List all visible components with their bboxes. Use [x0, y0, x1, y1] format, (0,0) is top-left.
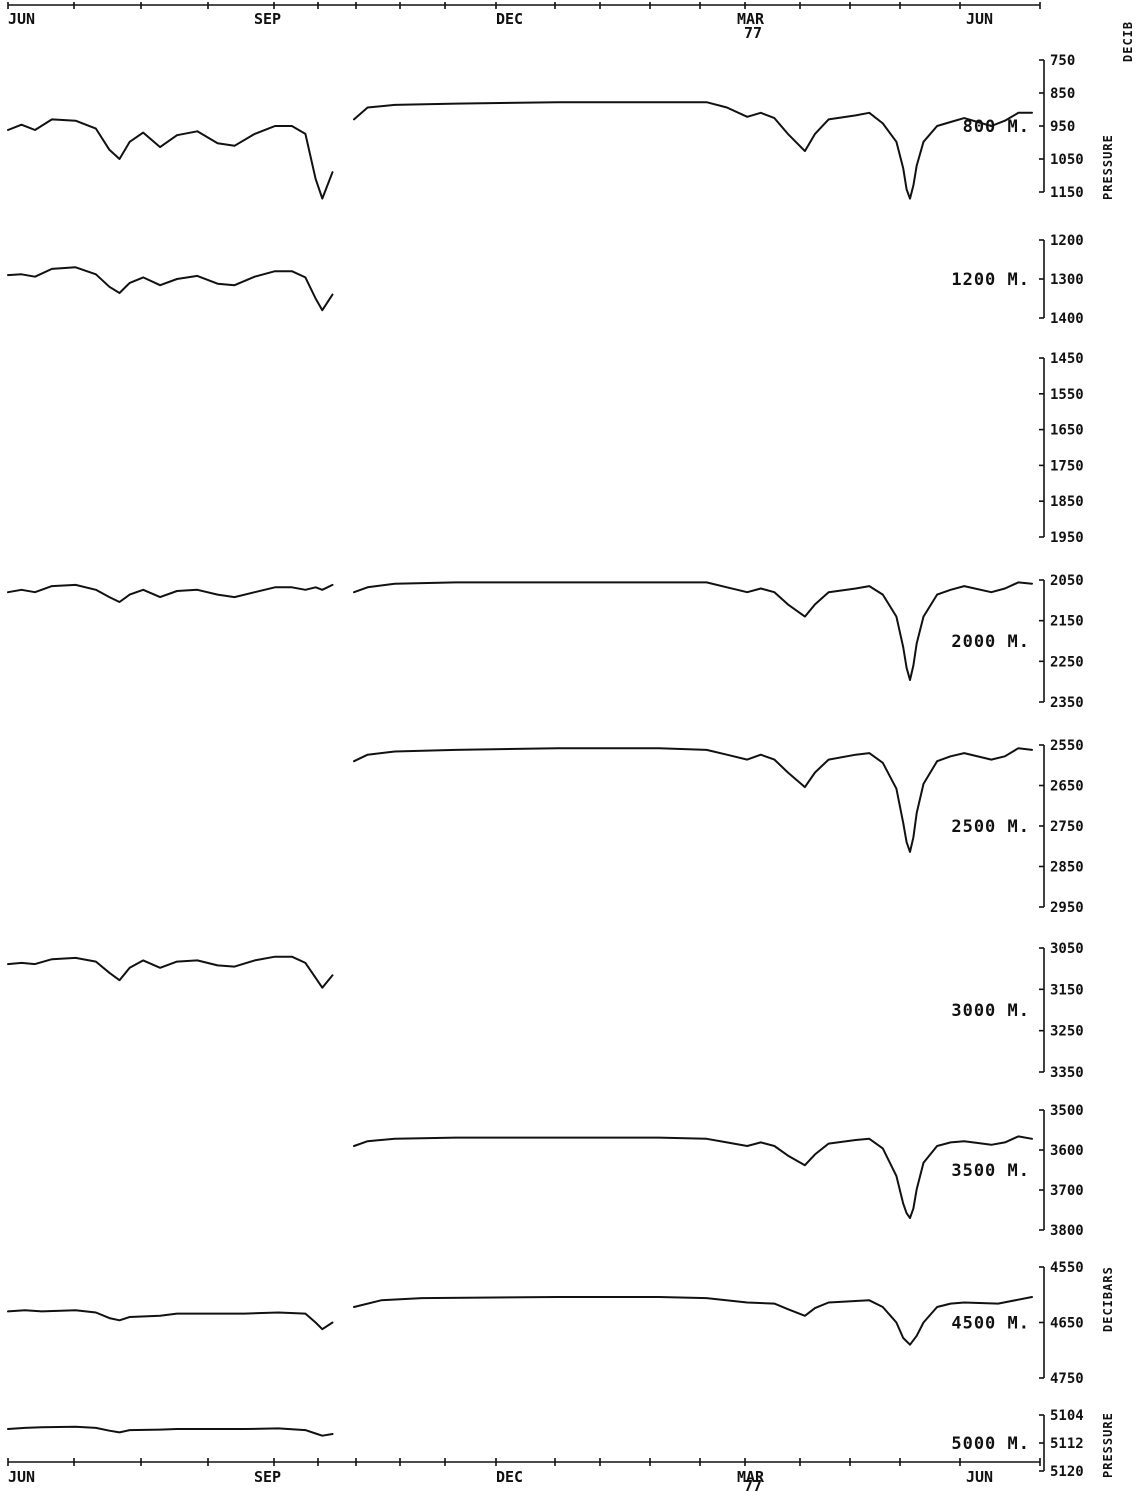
pressure-series-line: [7, 1425, 334, 1437]
month-label-top-jun-2: JUN: [966, 10, 993, 28]
pressure-tick-label: 3350: [1050, 1065, 1084, 1081]
pressure-tick-label: 1200: [1050, 233, 1084, 249]
depth-label: 4500 M.: [951, 1314, 1030, 1334]
pressure-series-line: [7, 118, 334, 200]
pressure-tick-label: 1550: [1050, 387, 1084, 403]
side-label-pressure-upper: PRESSURE: [1101, 134, 1115, 200]
depth-label: 2000 M.: [951, 632, 1030, 652]
depth-panel: 3050 3150 3250 3350 3000 M.: [7, 941, 1084, 1081]
pressure-tick-label: 3250: [1050, 1024, 1084, 1040]
month-label-bottom-dec: DEC: [496, 1468, 523, 1486]
pressure-tick-label: 2350: [1050, 695, 1084, 711]
pressure-series-line: [353, 581, 1033, 681]
depth-label: 5000 M.: [951, 1434, 1030, 1454]
pressure-tick-label: 1950: [1050, 530, 1084, 546]
bottom-time-axis: [7, 1458, 1041, 1466]
month-label-top-dec: DEC: [496, 10, 523, 28]
depth-panel: 1450 1550 1650 1750 1850 1950: [1039, 351, 1084, 546]
pressure-tick-label: 750: [1050, 53, 1075, 69]
pressure-tick-label: 3050: [1050, 941, 1084, 957]
pressure-tick-label: 5120: [1050, 1464, 1084, 1480]
month-label-top-mar: MAR: [737, 10, 765, 28]
pressure-tick-label: 3150: [1050, 982, 1084, 998]
depth-panel: 2050 2150 2250 2350 2000 M.: [7, 573, 1084, 711]
depth-label: 2500 M.: [951, 817, 1030, 837]
pressure-tick-label: 1650: [1050, 423, 1084, 439]
depth-panel: 2550 2650 2750 2850 2950 2500 M.: [353, 738, 1084, 916]
pressure-tick-label: 1400: [1050, 311, 1084, 327]
month-label-bottom-mar: MAR: [737, 1468, 765, 1486]
pressure-tick-label: 1850: [1050, 494, 1084, 510]
pressure-tick-label: 4750: [1050, 1371, 1084, 1387]
pressure-series-line: [7, 583, 334, 603]
pressure-series-line: [353, 1296, 1033, 1346]
pressure-tick-label: 4550: [1050, 1260, 1084, 1276]
pressure-tick-label: 2750: [1050, 819, 1084, 835]
pressure-tick-label: 2150: [1050, 614, 1084, 630]
year-label-top: 77: [744, 24, 762, 42]
month-label-bottom-sep: SEP: [254, 1468, 281, 1486]
side-label-decib: DECIB: [1121, 21, 1135, 62]
year-label-bottom: 77: [744, 1477, 762, 1491]
depth-label: 3500 M.: [951, 1161, 1030, 1181]
pressure-tick-label: 3800: [1050, 1223, 1084, 1239]
pressure-tick-label: 2950: [1050, 900, 1084, 916]
pressure-tick-label: 3700: [1050, 1183, 1084, 1199]
month-label-bottom-jun: JUN: [8, 1468, 35, 1486]
pressure-tick-label: 2050: [1050, 573, 1084, 589]
pressure-tick-label: 1750: [1050, 458, 1084, 474]
pressure-tick-label: 5112: [1050, 1436, 1084, 1452]
pressure-series-line: [353, 747, 1033, 853]
depth-panel: 3500 3600 3700 3800 3500 M.: [353, 1103, 1084, 1239]
depth-panel: 4550 4650 4750 4500 M.: [7, 1260, 1084, 1387]
depth-panel: 5104 5112 5120 5000 M.: [7, 1408, 1084, 1480]
pressure-series-line: [353, 1135, 1033, 1219]
pressure-tick-label: 5104: [1050, 1408, 1084, 1424]
month-label-top-sep: SEP: [254, 10, 281, 28]
pressure-series-line: [7, 266, 334, 312]
pressure-series-line: [7, 1309, 334, 1331]
month-label-top-jun: JUN: [8, 10, 35, 28]
side-label-pressure-lower: PRESSURE: [1101, 1412, 1115, 1478]
pressure-tick-label: 2650: [1050, 779, 1084, 795]
pressure-series-line: [353, 101, 1033, 200]
depth-panel: 1200 1300 1400 1200 M.: [7, 233, 1084, 327]
pressure-tick-label: 850: [1050, 86, 1075, 102]
pressure-tick-label: 4650: [1050, 1316, 1084, 1332]
pressure-tick-label: 2550: [1050, 738, 1084, 754]
pressure-tick-label: 1300: [1050, 272, 1084, 288]
pressure-tick-label: 3500: [1050, 1103, 1084, 1119]
pressure-tick-label: 950: [1050, 119, 1075, 135]
pressure-series-line: [7, 955, 334, 989]
pressure-tick-label: 2850: [1050, 860, 1084, 876]
pressure-tick-label: 1450: [1050, 351, 1084, 367]
pressure-tick-label: 3600: [1050, 1143, 1084, 1159]
month-label-bottom-jun-2: JUN: [966, 1468, 993, 1486]
pressure-tick-label: 1150: [1050, 185, 1084, 201]
pressure-tick-label: 2250: [1050, 654, 1084, 670]
pressure-tick-label: 1050: [1050, 152, 1084, 168]
depth-label: 3000 M.: [951, 1001, 1030, 1021]
side-label-decibars: DECIBARS: [1101, 1266, 1115, 1332]
depth-label: 1200 M.: [951, 270, 1030, 290]
top-time-axis: [7, 2, 1041, 9]
